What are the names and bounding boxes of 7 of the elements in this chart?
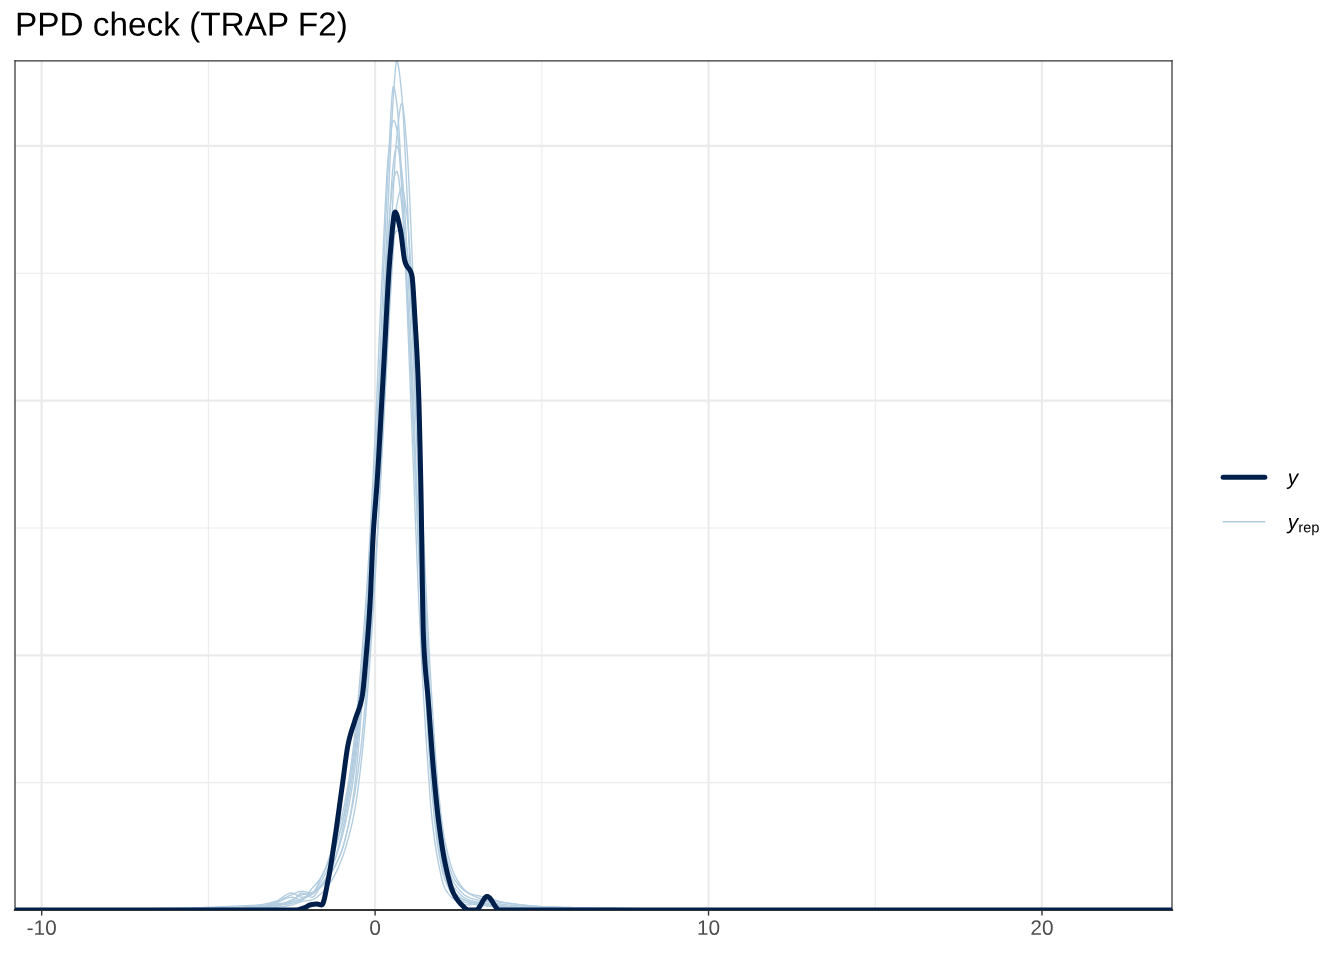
x-tick-label: 0 — [370, 920, 381, 936]
chart-title: PPD check (TRAP F2) — [17, 11, 346, 43]
x-tick-label: 10 — [698, 920, 720, 936]
x-tick-label: -10 — [27, 920, 56, 936]
legend-label: y — [1286, 473, 1300, 489]
legend-label: y$_{rep}$ — [1286, 517, 1319, 536]
x-tick-label: 20 — [1031, 920, 1053, 936]
